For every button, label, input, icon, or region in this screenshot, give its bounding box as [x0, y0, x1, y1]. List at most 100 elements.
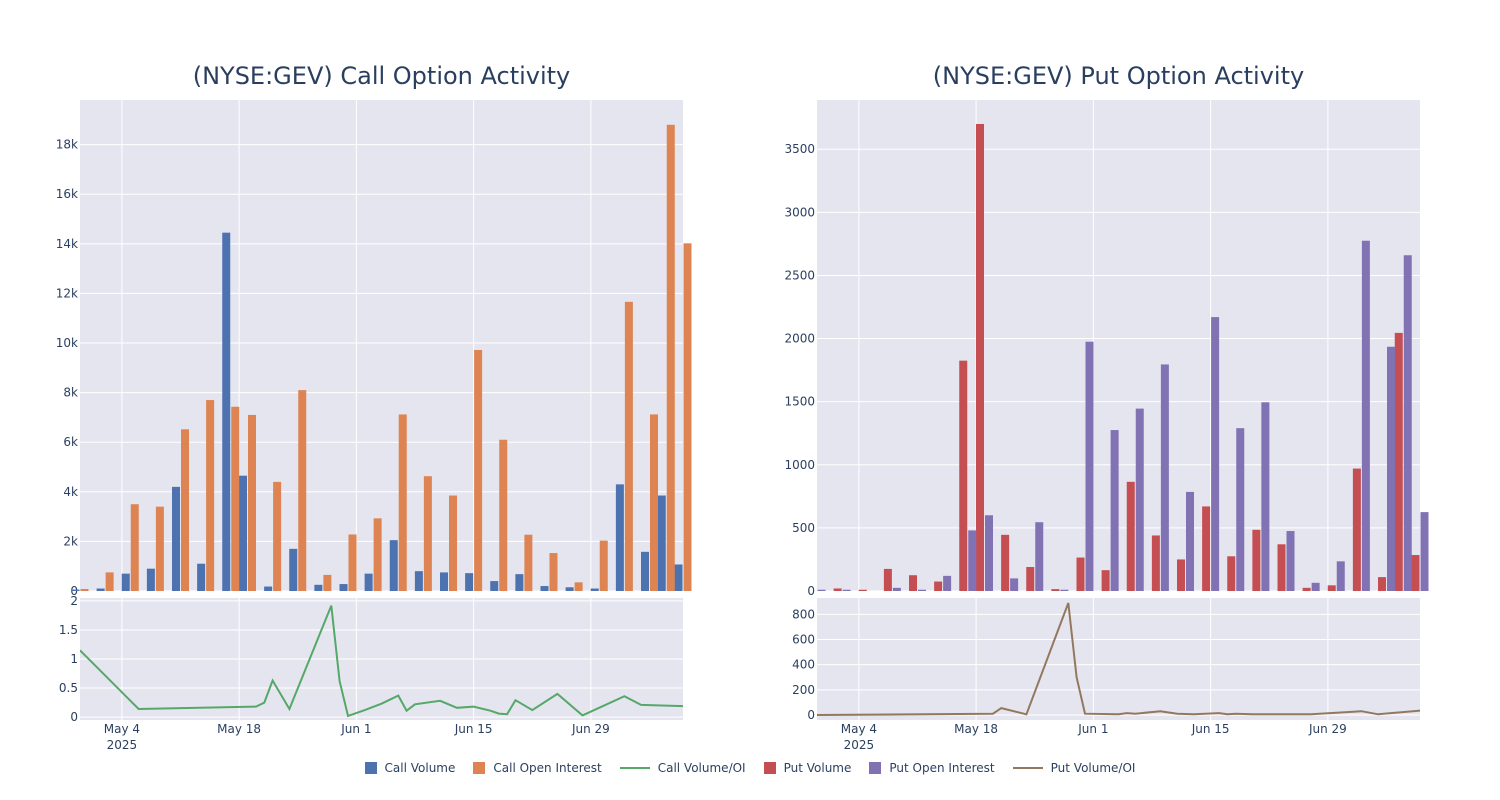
bar — [264, 586, 273, 591]
legend: Call Volume Call Open Interest Call Volu… — [0, 758, 1500, 778]
x-tick-label: Jun 1 — [1077, 722, 1108, 736]
ratio-line-put — [817, 602, 1420, 716]
bar — [1010, 578, 1019, 591]
legend-label: Call Volume — [384, 761, 456, 775]
bar — [155, 506, 164, 591]
bar — [1101, 570, 1110, 591]
ratio-y-tick-label: 0 — [70, 710, 78, 724]
series-put-volume — [833, 123, 1420, 592]
bar — [833, 588, 842, 591]
y-tick-label: 2k — [63, 534, 78, 548]
bar — [121, 573, 130, 591]
ratio-y-tick-label: 200 — [792, 683, 815, 697]
legend-swatch-put-volume-oi — [1012, 767, 1043, 769]
bar — [674, 564, 683, 591]
bar — [909, 575, 917, 591]
bar — [666, 124, 675, 592]
bar — [1336, 561, 1345, 591]
ratio-y-tick-label: 600 — [792, 633, 815, 647]
bar — [565, 587, 574, 591]
bar — [389, 540, 398, 591]
bar — [615, 484, 624, 591]
bar — [683, 243, 692, 591]
ratio-plot-area-put — [817, 598, 1420, 720]
bar — [1202, 506, 1211, 591]
bar — [314, 584, 323, 591]
bar — [624, 301, 633, 591]
ratio-y-tick-label: 2 — [70, 594, 78, 608]
legend-swatch-call-open-interest — [473, 762, 486, 774]
ratio-y-tick-label: 400 — [792, 658, 815, 672]
bar — [239, 475, 247, 591]
bar — [934, 581, 943, 591]
x-tick-label: May 4 — [841, 722, 877, 736]
chart-title-call: (NYSE:GEV) Call Option Activity — [193, 62, 571, 90]
bar — [1177, 559, 1185, 591]
x-tick-label: Jun 29 — [1308, 722, 1347, 736]
bar — [105, 572, 114, 591]
bar — [883, 568, 892, 591]
bar — [817, 589, 826, 591]
bar — [1227, 556, 1236, 591]
bar — [1026, 567, 1035, 591]
y-tick-label: 1500 — [784, 395, 815, 409]
legend-item-put-open-interest[interactable]: Put Open Interest — [869, 761, 995, 775]
bar — [289, 548, 298, 591]
ratio-y-tick-label: 1.5 — [59, 623, 78, 637]
bar — [1261, 402, 1270, 591]
bar — [574, 582, 583, 591]
legend-item-put-volume-oi[interactable]: Put Volume/OI — [1012, 761, 1136, 775]
legend-label: Call Open Interest — [493, 761, 602, 775]
legend-label: Put Volume/OI — [1050, 761, 1136, 775]
bar — [1236, 428, 1245, 591]
bar — [1311, 582, 1320, 591]
x-tick-label: May 18 — [217, 722, 261, 736]
y-tick-label: 500 — [792, 521, 815, 535]
x-tick-label: May 18 — [954, 722, 998, 736]
y-tick-label: 16k — [56, 187, 78, 201]
bar — [590, 588, 599, 591]
ratio-y-tick-label: 0 — [807, 708, 815, 722]
y-tick-label: 1000 — [784, 458, 815, 472]
bar — [968, 530, 977, 591]
legend-item-call-volume-oi[interactable]: Call Volume/OI — [619, 761, 746, 775]
bar — [348, 534, 357, 591]
y-tick-label: 6k — [63, 435, 78, 449]
bar — [1277, 544, 1286, 591]
bar — [1394, 332, 1403, 591]
bar — [172, 486, 180, 591]
bar — [1076, 557, 1085, 591]
legend-swatch-put-open-interest — [869, 762, 882, 774]
legend-swatch-call-volume — [364, 762, 377, 774]
legend-item-call-open-interest[interactable]: Call Open Interest — [473, 761, 602, 775]
y-tick-label: 14k — [56, 237, 78, 251]
bar — [524, 534, 533, 591]
legend-item-put-volume[interactable]: Put Volume — [763, 761, 851, 775]
bar — [641, 551, 649, 591]
plot-area-call — [80, 100, 683, 591]
bar — [1126, 481, 1135, 591]
legend-item-call-volume[interactable]: Call Volume — [364, 761, 456, 775]
bar — [273, 481, 282, 591]
bar — [71, 589, 80, 591]
ratio-line-call — [80, 605, 683, 718]
legend-label: Put Open Interest — [889, 761, 995, 775]
y-tick-label: 10k — [56, 336, 78, 350]
bar — [976, 123, 984, 592]
bar — [1387, 346, 1395, 591]
bar — [339, 584, 348, 591]
ratio-y-tick-label: 800 — [792, 607, 815, 621]
bar — [1252, 529, 1261, 591]
bar — [197, 563, 206, 591]
bar — [650, 414, 658, 591]
bar — [490, 581, 499, 591]
series-put-open-interest — [817, 240, 1429, 591]
bar — [323, 574, 332, 591]
bar — [373, 518, 382, 591]
bar — [1352, 468, 1361, 591]
bar — [1411, 555, 1420, 591]
bar — [1211, 317, 1220, 591]
bar — [1361, 240, 1370, 591]
x-tick-label: Jun 1 — [340, 722, 371, 736]
